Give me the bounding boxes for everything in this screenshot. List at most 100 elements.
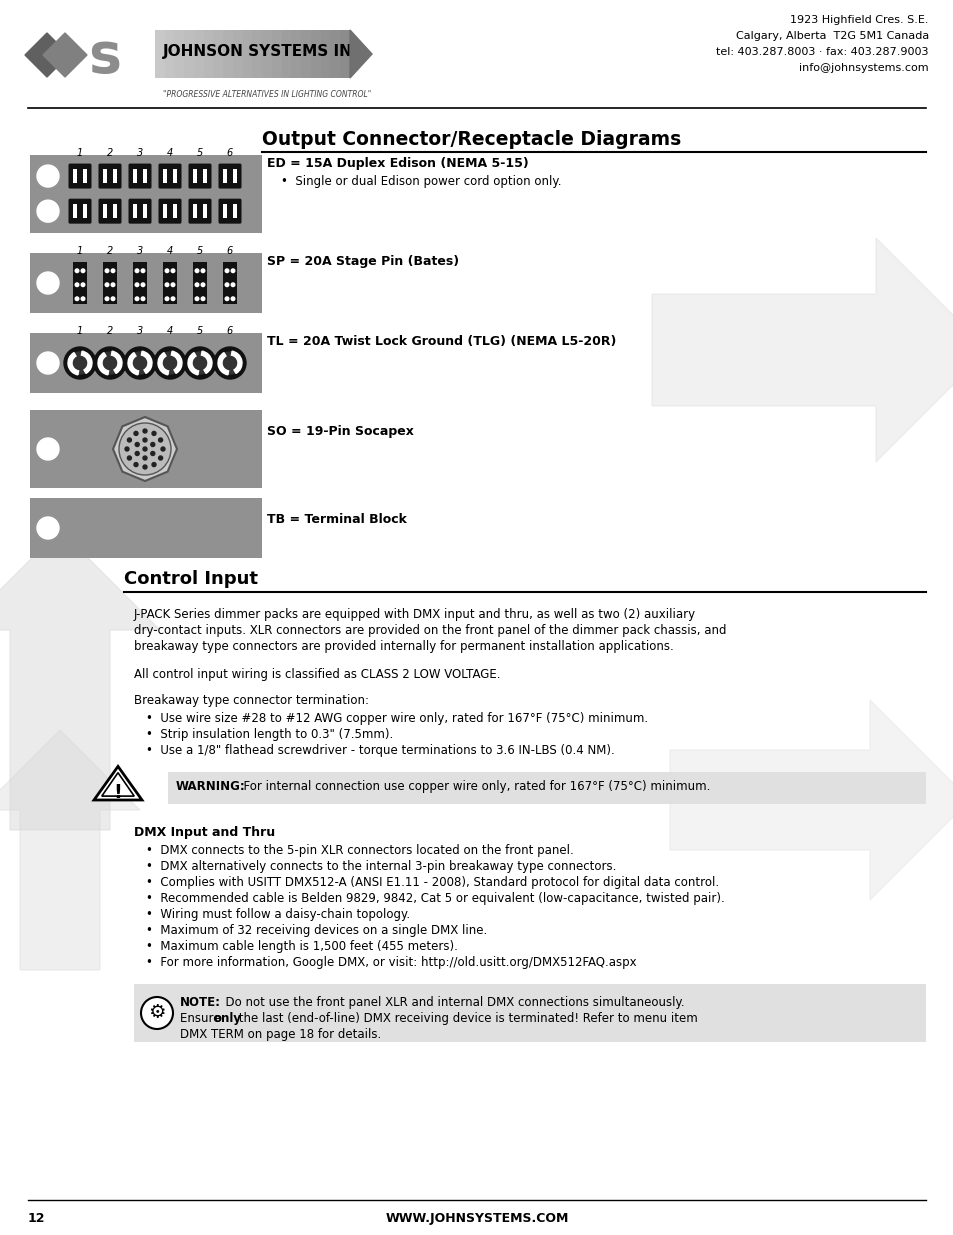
FancyBboxPatch shape [242, 30, 253, 78]
FancyBboxPatch shape [83, 204, 87, 219]
Circle shape [143, 447, 147, 451]
Text: dry-contact inputs. XLR connectors are provided on the front panel of the dimmer: dry-contact inputs. XLR connectors are p… [133, 624, 726, 637]
Circle shape [37, 517, 59, 538]
FancyBboxPatch shape [218, 163, 241, 189]
Text: 5: 5 [196, 326, 203, 336]
Circle shape [99, 352, 121, 374]
Text: Breakaway type connector termination:: Breakaway type connector termination: [133, 694, 369, 706]
FancyBboxPatch shape [281, 30, 293, 78]
Circle shape [225, 296, 229, 300]
Circle shape [231, 269, 234, 273]
Circle shape [152, 463, 156, 467]
Text: •  Maximum of 32 receiving devices on a single DMX line.: • Maximum of 32 receiving devices on a s… [146, 924, 487, 937]
Text: •  Single or dual Edison power cord option only.: • Single or dual Edison power cord optio… [281, 175, 561, 188]
Text: J-PACK Series dimmer packs are equipped with DMX input and thru, as well as two : J-PACK Series dimmer packs are equipped … [133, 608, 696, 621]
Polygon shape [651, 238, 953, 462]
Text: •  DMX connects to the 5-pin XLR connectors located on the front panel.: • DMX connects to the 5-pin XLR connecto… [146, 844, 573, 857]
Circle shape [125, 447, 129, 451]
Text: only: only [213, 1011, 242, 1025]
Circle shape [158, 438, 162, 442]
FancyBboxPatch shape [223, 30, 233, 78]
FancyBboxPatch shape [204, 30, 214, 78]
FancyBboxPatch shape [311, 30, 321, 78]
FancyBboxPatch shape [253, 30, 263, 78]
Circle shape [143, 456, 147, 459]
FancyBboxPatch shape [184, 30, 194, 78]
FancyBboxPatch shape [193, 262, 207, 304]
Circle shape [165, 296, 169, 300]
Circle shape [94, 347, 126, 379]
Wedge shape [98, 353, 109, 374]
FancyBboxPatch shape [174, 30, 185, 78]
Circle shape [105, 283, 109, 287]
Circle shape [151, 442, 154, 447]
Circle shape [105, 296, 109, 300]
Text: 6: 6 [227, 326, 233, 336]
FancyBboxPatch shape [330, 30, 341, 78]
Text: TL = 20A Twist Lock Ground (TLG) (NEMA L5-20R): TL = 20A Twist Lock Ground (TLG) (NEMA L… [267, 335, 616, 348]
FancyBboxPatch shape [233, 204, 236, 219]
FancyBboxPatch shape [30, 253, 262, 312]
FancyBboxPatch shape [143, 204, 147, 219]
Text: 3: 3 [136, 326, 143, 336]
FancyBboxPatch shape [112, 204, 117, 219]
Circle shape [135, 452, 139, 456]
Text: info@johnsystems.com: info@johnsystems.com [799, 63, 928, 73]
Polygon shape [112, 417, 177, 480]
FancyBboxPatch shape [163, 169, 167, 183]
FancyBboxPatch shape [129, 199, 152, 224]
Polygon shape [350, 30, 372, 78]
Circle shape [231, 296, 234, 300]
FancyBboxPatch shape [320, 30, 331, 78]
Circle shape [37, 165, 59, 186]
FancyBboxPatch shape [301, 30, 312, 78]
FancyBboxPatch shape [193, 204, 196, 219]
Circle shape [158, 456, 162, 459]
FancyBboxPatch shape [218, 199, 241, 224]
Circle shape [133, 463, 138, 467]
Text: 1: 1 [77, 148, 83, 158]
Circle shape [189, 352, 211, 374]
Text: 1: 1 [77, 246, 83, 256]
Circle shape [141, 283, 145, 287]
Circle shape [119, 424, 171, 475]
Circle shape [37, 352, 59, 374]
Text: ED = 15A Duplex Edison (NEMA 5-15): ED = 15A Duplex Edison (NEMA 5-15) [267, 157, 528, 170]
FancyBboxPatch shape [103, 204, 107, 219]
Polygon shape [43, 33, 87, 77]
Text: !: ! [113, 783, 122, 802]
Circle shape [37, 272, 59, 294]
Circle shape [75, 283, 79, 287]
Text: 6: 6 [227, 148, 233, 158]
Text: •  Use wire size #28 to #12 AWG copper wire only, rated for 167°F (75°C) minimum: • Use wire size #28 to #12 AWG copper wi… [146, 713, 647, 725]
Circle shape [69, 352, 91, 374]
Text: "PROGRESSIVE ALTERNATIVES IN LIGHTING CONTROL": "PROGRESSIVE ALTERNATIVES IN LIGHTING CO… [163, 90, 371, 99]
Text: 5: 5 [196, 246, 203, 256]
Text: 1: 1 [77, 326, 83, 336]
Text: 2: 2 [107, 148, 113, 158]
FancyBboxPatch shape [73, 169, 77, 183]
FancyBboxPatch shape [83, 169, 87, 183]
Circle shape [81, 269, 85, 273]
Polygon shape [669, 700, 953, 900]
Polygon shape [94, 767, 142, 800]
Circle shape [184, 347, 215, 379]
Circle shape [143, 429, 147, 433]
Polygon shape [0, 730, 140, 969]
Text: 5: 5 [196, 148, 203, 158]
Circle shape [195, 269, 198, 273]
Wedge shape [201, 351, 212, 373]
FancyBboxPatch shape [30, 498, 262, 558]
FancyBboxPatch shape [133, 984, 925, 1042]
Text: 4: 4 [167, 326, 172, 336]
Text: •  For more information, Google DMX, or visit: http://old.usitt.org/DMX512FAQ.as: • For more information, Google DMX, or v… [146, 956, 636, 969]
Text: SP = 20A Stage Pin (Bates): SP = 20A Stage Pin (Bates) [267, 254, 458, 268]
Text: •  Use a 1/8" flathead screwdriver - torque terminations to 3.6 IN-LBS (0.4 NM).: • Use a 1/8" flathead screwdriver - torq… [146, 743, 614, 757]
Circle shape [124, 347, 156, 379]
FancyBboxPatch shape [233, 169, 236, 183]
Text: For internal connection use copper wire only, rated for 167°F (75°C) minimum.: For internal connection use copper wire … [235, 781, 710, 793]
Circle shape [201, 269, 205, 273]
FancyBboxPatch shape [203, 169, 207, 183]
FancyBboxPatch shape [223, 169, 227, 183]
FancyBboxPatch shape [172, 204, 177, 219]
